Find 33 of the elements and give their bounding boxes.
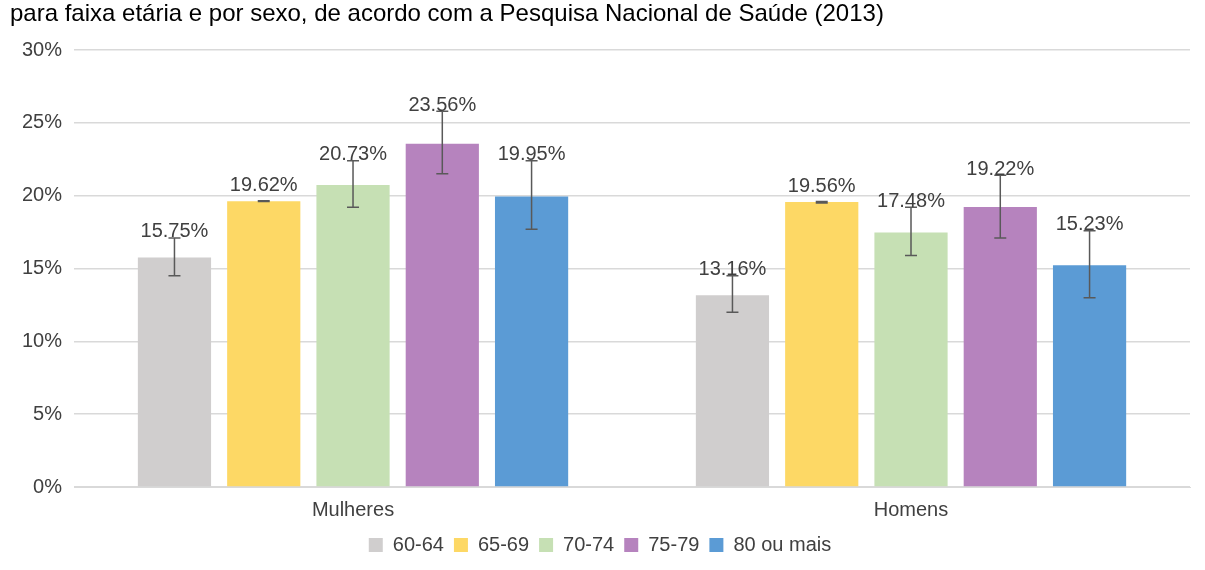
bar — [963, 207, 1037, 487]
legend-label: 65-69 — [477, 532, 530, 555]
data-label: 15.75% — [140, 219, 209, 242]
y-tick-label: 5% — [33, 401, 63, 424]
data-label: 19.62% — [229, 172, 298, 195]
data-label: 15.23% — [1055, 212, 1124, 235]
data-label: 23.56% — [408, 92, 477, 115]
y-tick-label: 20% — [22, 183, 63, 206]
x-tick-label: Mulheres — [311, 497, 395, 520]
y-tick-label: 10% — [22, 328, 63, 351]
bar — [405, 143, 479, 487]
chart-title: para faixa etária e por sexo, de acordo com a Pesquisa Nacional de Saúde (2013) — [9, 0, 885, 26]
bar — [1052, 265, 1127, 487]
bar — [785, 202, 859, 487]
data-label: 17.48% — [877, 188, 946, 211]
legend-label: 80 ou mais — [733, 532, 832, 555]
data-label: 20.73% — [319, 142, 388, 165]
data-label: 19.56% — [787, 173, 856, 196]
bar — [316, 185, 390, 487]
y-tick-label: 0% — [33, 474, 63, 497]
data-label: 19.95% — [497, 142, 566, 165]
data-label: 13.16% — [698, 257, 767, 280]
legend-label: 70-74 — [563, 532, 615, 555]
bar — [227, 201, 301, 487]
bar — [874, 232, 948, 487]
y-tick-label: 25% — [22, 110, 63, 133]
y-tick-label: 30% — [22, 37, 63, 60]
legend-label: 75-79 — [648, 532, 700, 555]
data-label: 19.22% — [966, 156, 1035, 179]
y-tick-label: 15% — [22, 256, 63, 279]
x-tick-label: Homens — [873, 497, 949, 520]
bar — [494, 196, 569, 487]
legend-label: 60-64 — [392, 532, 444, 555]
